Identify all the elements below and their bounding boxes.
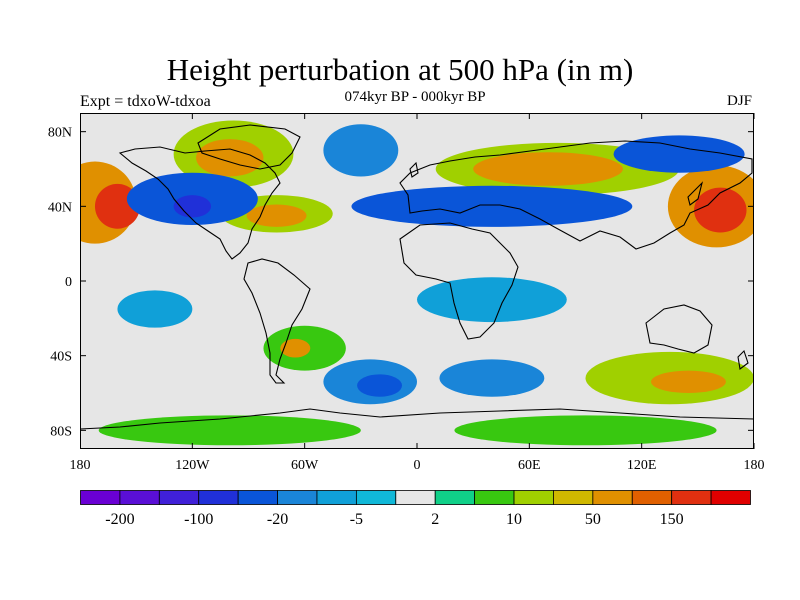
colorbar-box bbox=[237, 490, 278, 505]
plot-subtitle: 074kyr BP - 000kyr BP bbox=[344, 89, 486, 105]
colorbar-label: 50 bbox=[585, 511, 601, 528]
anomaly-region bbox=[417, 277, 567, 323]
lon-label: 0 bbox=[414, 458, 421, 473]
anomaly-region bbox=[651, 370, 726, 393]
season-label: DJF bbox=[726, 93, 752, 109]
latitude-labels: 80N 40N 0 40S 80S bbox=[48, 126, 72, 440]
lat-label: 80N bbox=[48, 126, 72, 141]
coastline-eurasia bbox=[399, 140, 753, 250]
lon-label: 60E bbox=[518, 458, 541, 473]
colorbar-box bbox=[395, 490, 436, 505]
colorbar-box bbox=[553, 490, 594, 505]
colorbar-label: -5 bbox=[350, 511, 363, 528]
anomaly-region bbox=[196, 139, 264, 177]
colorbar-box bbox=[671, 490, 712, 505]
lon-label: 180 bbox=[744, 458, 765, 473]
coastline-south-america bbox=[243, 258, 311, 384]
coastline-new-zealand bbox=[737, 349, 749, 370]
lat-label: 40S bbox=[50, 350, 72, 365]
colorbar-labels: -200 -100 -20 -5 2 10 50 150 bbox=[105, 511, 683, 528]
lon-label: 120W bbox=[175, 458, 210, 473]
anomaly-region bbox=[439, 359, 545, 397]
anomaly-region bbox=[351, 185, 633, 227]
lon-label: 60W bbox=[291, 458, 319, 473]
anomaly-region bbox=[613, 135, 745, 173]
colorbar-label: 2 bbox=[431, 511, 439, 528]
lat-label: 80S bbox=[50, 424, 72, 439]
colorbar-box bbox=[277, 490, 318, 505]
coastline-africa bbox=[399, 222, 519, 340]
lat-label: 40N bbox=[48, 200, 72, 215]
anomaly-regions bbox=[80, 120, 754, 446]
plot-title: Height perturbation at 500 hPa (in m) bbox=[166, 52, 634, 87]
colorbar-label: -200 bbox=[105, 511, 134, 528]
colorbar-label: 10 bbox=[506, 511, 522, 528]
coastline-north-america bbox=[118, 146, 281, 260]
longitude-labels: 180 120W 60W 0 60E 120E 180 bbox=[70, 458, 765, 473]
anomaly-region bbox=[280, 338, 311, 358]
experiment-label: Expt = tdxoW-tdxoa bbox=[80, 93, 211, 110]
colorbar-box bbox=[119, 490, 160, 505]
colorbar-box bbox=[198, 490, 239, 505]
anomaly-region bbox=[117, 290, 193, 328]
anomaly-region bbox=[246, 204, 307, 227]
colorbar-box bbox=[474, 490, 515, 505]
colorbar-label: 150 bbox=[660, 511, 684, 528]
colorbar-box bbox=[355, 490, 397, 505]
lat-label: 0 bbox=[65, 275, 72, 290]
anomaly-region bbox=[357, 374, 403, 397]
coastline-australia bbox=[645, 304, 713, 354]
anomaly-region bbox=[454, 415, 717, 446]
axis-ticks bbox=[80, 113, 755, 449]
colorbar-box bbox=[434, 490, 476, 505]
lon-label: 120E bbox=[627, 458, 657, 473]
anomaly-region bbox=[694, 187, 747, 233]
anomaly-region bbox=[323, 124, 399, 177]
colorbar-box bbox=[80, 490, 121, 505]
colorbar-box bbox=[513, 490, 554, 505]
coastline-antarctica bbox=[80, 408, 754, 430]
colorbar-box bbox=[316, 490, 357, 505]
coastline-uk bbox=[409, 161, 419, 178]
colorbar-box bbox=[631, 490, 673, 505]
lon-label: 180 bbox=[70, 458, 91, 473]
anomaly-map bbox=[80, 113, 755, 449]
colorbar-label: -100 bbox=[184, 511, 213, 528]
colorbar-box bbox=[710, 490, 751, 505]
coastlines bbox=[80, 124, 754, 430]
anomaly-region bbox=[173, 195, 212, 218]
colorbar-boxes bbox=[80, 490, 751, 505]
colorbar-box bbox=[158, 490, 200, 505]
colorbar-box bbox=[592, 490, 633, 505]
coastline-greenland bbox=[197, 124, 301, 170]
anomaly-region bbox=[473, 152, 623, 186]
coastline-japan bbox=[687, 181, 704, 206]
colorbar: -200 -100 -20 -5 2 10 50 150 bbox=[80, 490, 751, 528]
colorbar-label: -20 bbox=[267, 511, 288, 528]
anomaly-region bbox=[98, 415, 361, 446]
